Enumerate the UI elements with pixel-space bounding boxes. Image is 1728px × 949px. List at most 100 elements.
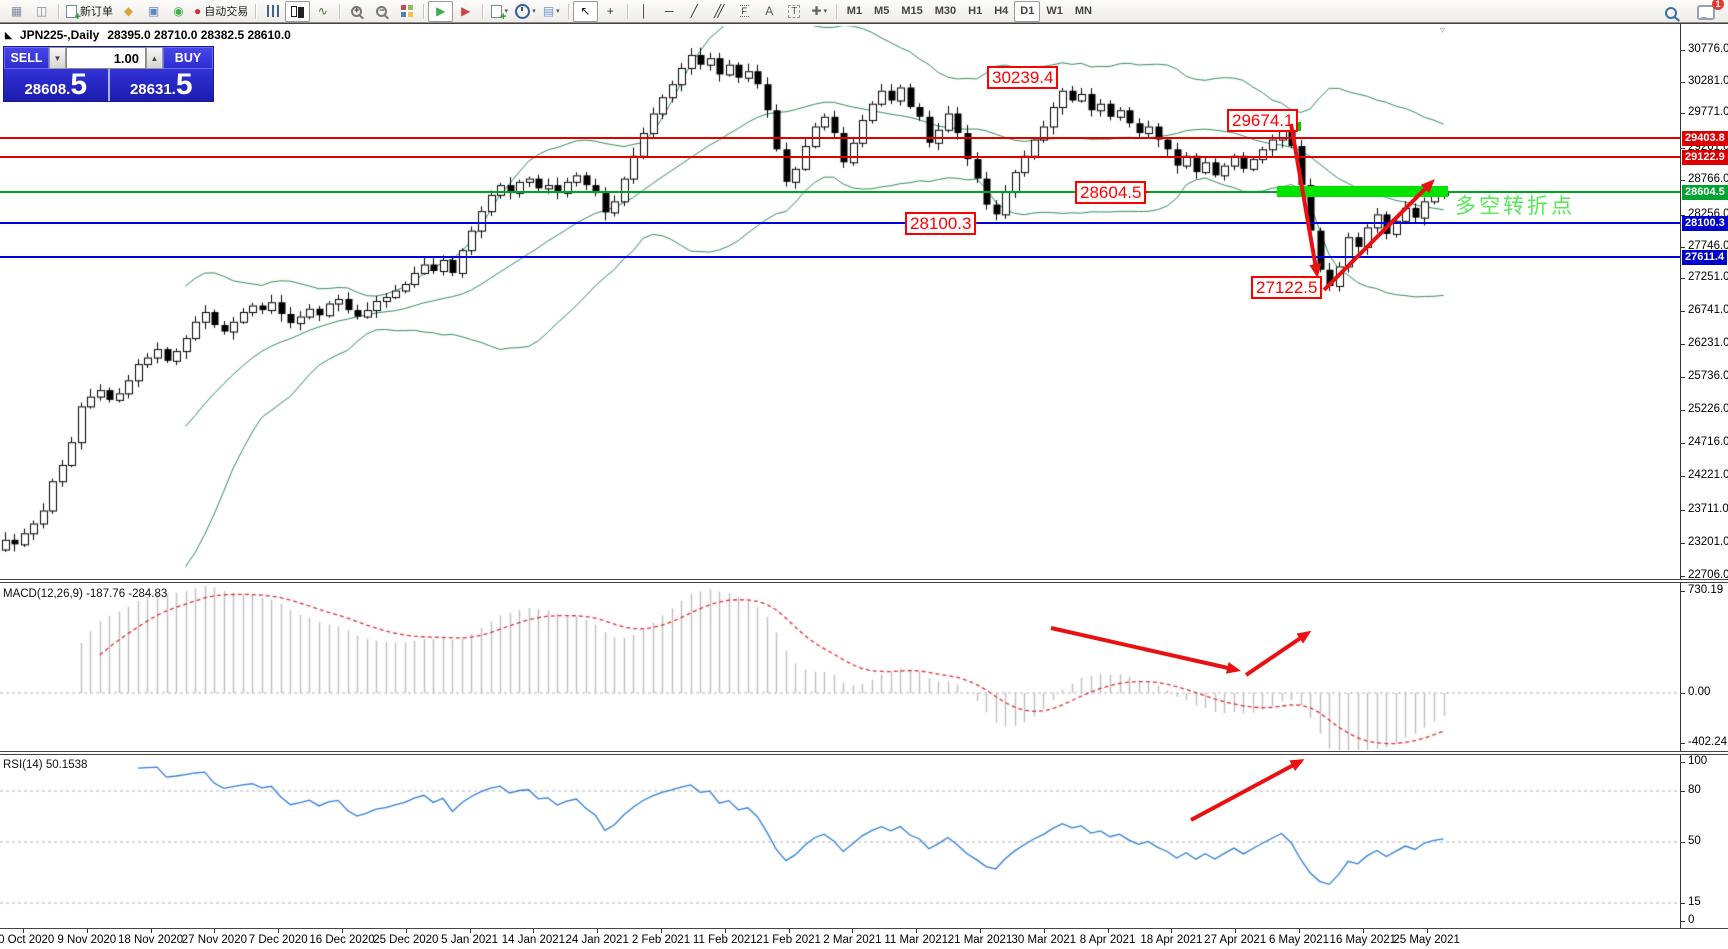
- bar-chart-button[interactable]: [260, 1, 285, 22]
- macd-indicator-label: MACD(12,26,9) -187.76 -284.83: [3, 588, 168, 600]
- axis-tick-label: 24716.0: [1688, 436, 1728, 448]
- price-annotation-label[interactable]: 30239.4: [987, 66, 1059, 89]
- vertical-line-button[interactable]: │: [632, 1, 657, 22]
- cursor-button-icon: ↖: [580, 4, 591, 18]
- axis-tick-mark: [1681, 180, 1685, 181]
- bid-price[interactable]: 28608. 5: [4, 69, 110, 101]
- timeframe-m30-button[interactable]: M30: [929, 1, 962, 22]
- autotrading-button[interactable]: ● 自动交易: [191, 1, 251, 22]
- timeframe-h4-button[interactable]: H4: [988, 1, 1014, 22]
- axis-tick-label: 26741.0: [1688, 304, 1728, 316]
- date-label: 5 Jan 2021: [441, 934, 499, 946]
- notifications-button[interactable]: 1: [1693, 0, 1724, 23]
- trendline-button[interactable]: ╱: [682, 1, 707, 22]
- timeframe-d1-button[interactable]: D1: [1014, 0, 1041, 22]
- auto-scroll-button[interactable]: ▶: [428, 0, 454, 22]
- new-order-button[interactable]: 新订单: [63, 1, 116, 23]
- date-tick-mark: [661, 929, 662, 933]
- timeframe-mn-button[interactable]: MN: [1069, 1, 1098, 22]
- volume-increase-button[interactable]: ▲: [146, 47, 163, 69]
- horizontal-level-line[interactable]: [0, 137, 1680, 139]
- template-button[interactable]: ▤ ▾: [539, 1, 564, 22]
- chart-top-border: [0, 23, 1728, 24]
- chart-bottom-border: [0, 928, 1728, 929]
- axis-tick-label: 29771.0: [1688, 106, 1728, 118]
- axis-tick-mark: [1681, 543, 1685, 544]
- crosshair-button[interactable]: +: [598, 1, 623, 22]
- horizontal-level-line[interactable]: [0, 256, 1680, 258]
- chart-window-button[interactable]: ▦: [4, 1, 29, 22]
- horizontal-line-button[interactable]: ─: [657, 1, 682, 22]
- sell-button[interactable]: SELL: [4, 47, 49, 69]
- axis-tick-mark: [1681, 278, 1685, 279]
- horizontal-level-line[interactable]: [0, 191, 1680, 193]
- ask-price[interactable]: 28631. 5: [129, 68, 193, 101]
- date-tick-mark: [23, 929, 24, 933]
- new-chart-button[interactable]: ▾: [487, 1, 512, 23]
- data-window-button[interactable]: ◫: [29, 1, 54, 22]
- date-label: 6 May 2021: [1268, 934, 1330, 946]
- date-tick-mark: [214, 929, 216, 933]
- volume-decrease-button[interactable]: ▼: [49, 47, 66, 69]
- vertical-line-button-icon: │: [640, 4, 649, 18]
- date-label: 16 May 2021: [1329, 934, 1397, 946]
- signals-button[interactable]: ◉: [166, 1, 191, 22]
- tile-windows-button[interactable]: [394, 1, 419, 22]
- price-axis: 30776.0 30281.0 29771.0 29261.0 28766.0 28256…: [1680, 24, 1728, 928]
- chevron-down-icon: ▾: [556, 8, 560, 15]
- pivot-zone-band[interactable]: [1277, 186, 1448, 197]
- toolbar-right: 1: [1658, 0, 1724, 23]
- text-button[interactable]: A: [757, 1, 782, 22]
- timeframe-h1-button[interactable]: H1: [962, 1, 988, 22]
- autotrading-button-icon: ●: [194, 4, 202, 18]
- rsi-indicator-label: RSI(14) 50.1538: [3, 759, 88, 771]
- search-button[interactable]: [1658, 2, 1683, 23]
- zoom-out-button-icon: −: [376, 5, 388, 17]
- timeframe-m5-button[interactable]: M5: [868, 1, 895, 22]
- axis-tick-mark: [1681, 50, 1685, 51]
- fibonacci-button[interactable]: F: [732, 1, 757, 22]
- date-tick-mark: [1426, 929, 1428, 933]
- candle-chart-button[interactable]: [285, 0, 311, 22]
- zoom-out-button[interactable]: −: [369, 1, 394, 22]
- buy-button[interactable]: BUY: [163, 47, 213, 69]
- channel-button-icon: ╱╱: [714, 4, 725, 18]
- period-button[interactable]: ▾: [512, 1, 539, 22]
- zoom-in-button[interactable]: +: [344, 1, 369, 22]
- label-button[interactable]: T: [782, 1, 807, 22]
- channel-button[interactable]: ╱╱: [707, 1, 732, 22]
- horizontal-level-line[interactable]: [0, 222, 1680, 224]
- price-annotation-label[interactable]: 28100.3: [905, 212, 977, 235]
- axis-tick-mark: [1681, 903, 1685, 904]
- date-label: 8 Apr 2021: [1079, 934, 1136, 946]
- timeframe-m15-button[interactable]: M15: [895, 1, 928, 22]
- rsi-pane-divider[interactable]: [0, 751, 1728, 755]
- price-annotation-label[interactable]: 27122.5: [1251, 276, 1323, 299]
- price-annotation-label[interactable]: 29674.1: [1227, 109, 1299, 132]
- cursor-button[interactable]: ↖: [572, 0, 598, 22]
- new-order-button-label: 新订单: [80, 6, 113, 18]
- line-chart-button[interactable]: ∿: [310, 1, 335, 22]
- horizontal-level-line[interactable]: [0, 156, 1680, 158]
- shapes-button[interactable]: ✚ ▾: [807, 1, 832, 22]
- timeframe-label: H4: [994, 5, 1009, 17]
- period-button-icon: [515, 3, 531, 19]
- price-level-badge: 28100.3: [1682, 216, 1728, 231]
- symbol-period-label: JPN225-,Daily: [19, 28, 100, 42]
- chart-title: ◣ JPN225-,Daily 28395.0 28710.0 28382.5 …: [5, 28, 291, 42]
- timeframe-m1-button[interactable]: M1: [841, 1, 868, 22]
- toolbox-button[interactable]: ◆: [116, 1, 141, 22]
- timeframe-label: W1: [1046, 5, 1063, 17]
- auto-scroll-button-icon: ▶: [436, 4, 446, 18]
- chart-shift-marker[interactable]: ▿: [1440, 25, 1446, 36]
- economic-calendar-button[interactable]: ▣: [141, 1, 166, 22]
- date-tick-mark: [980, 929, 981, 933]
- timeframe-w1-button[interactable]: W1: [1040, 1, 1069, 22]
- chart-shift-button[interactable]: ▶: [453, 1, 478, 22]
- turning-point-text[interactable]: 多空转折点: [1455, 195, 1575, 218]
- volume-input[interactable]: [66, 47, 146, 69]
- macd-pane-divider[interactable]: [0, 579, 1728, 583]
- price-annotation-label[interactable]: 28604.5: [1075, 181, 1147, 204]
